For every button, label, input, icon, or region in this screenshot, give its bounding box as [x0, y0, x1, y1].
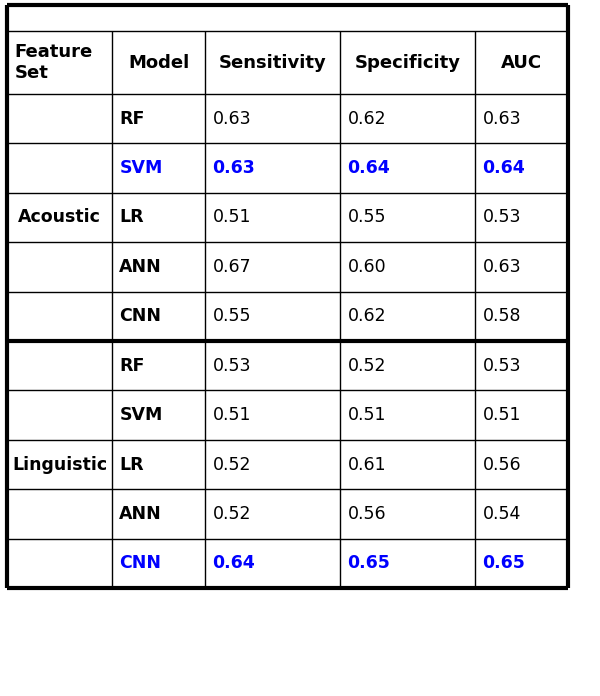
Text: 0.65: 0.65 — [482, 555, 525, 572]
Text: 0.53: 0.53 — [482, 209, 521, 226]
Text: Acoustic: Acoustic — [18, 209, 101, 226]
Text: 0.62: 0.62 — [347, 308, 386, 325]
Text: 0.63: 0.63 — [482, 258, 521, 276]
Text: 0.55: 0.55 — [212, 308, 251, 325]
Text: 0.54: 0.54 — [482, 505, 521, 523]
Text: 0.56: 0.56 — [347, 505, 386, 523]
Text: 0.67: 0.67 — [212, 258, 251, 276]
Text: 0.51: 0.51 — [347, 406, 386, 424]
Text: 0.51: 0.51 — [482, 406, 521, 424]
Text: AUC: AUC — [501, 54, 542, 72]
Text: 0.58: 0.58 — [482, 308, 521, 325]
Text: 0.62: 0.62 — [347, 110, 386, 127]
Text: Feature
Set: Feature Set — [14, 43, 92, 82]
Text: 0.64: 0.64 — [347, 159, 390, 177]
Text: 0.64: 0.64 — [212, 555, 255, 572]
Text: 0.65: 0.65 — [347, 555, 390, 572]
Text: 0.55: 0.55 — [347, 209, 386, 226]
Text: 0.53: 0.53 — [482, 357, 521, 374]
Text: ANN: ANN — [119, 258, 162, 276]
Text: 0.52: 0.52 — [212, 505, 251, 523]
Text: Sensitivity: Sensitivity — [219, 54, 326, 72]
Text: Linguistic: Linguistic — [12, 456, 107, 473]
Text: 0.63: 0.63 — [482, 110, 521, 127]
Text: SVM: SVM — [119, 406, 163, 424]
Text: Model: Model — [128, 54, 190, 72]
Text: CNN: CNN — [119, 555, 161, 572]
Text: ANN: ANN — [119, 505, 162, 523]
Text: RF: RF — [119, 357, 145, 374]
Text: CNN: CNN — [119, 308, 161, 325]
Text: 0.52: 0.52 — [347, 357, 386, 374]
Text: 0.51: 0.51 — [212, 406, 251, 424]
Text: 0.52: 0.52 — [212, 456, 251, 473]
Text: SVM: SVM — [119, 159, 163, 177]
Text: 0.51: 0.51 — [212, 209, 251, 226]
Text: 0.61: 0.61 — [347, 456, 386, 473]
Text: 0.56: 0.56 — [482, 456, 521, 473]
Text: 0.60: 0.60 — [347, 258, 386, 276]
Text: Specificity: Specificity — [355, 54, 461, 72]
Text: LR: LR — [119, 209, 144, 226]
Text: RF: RF — [119, 110, 145, 127]
Text: 0.64: 0.64 — [482, 159, 525, 177]
Text: 0.63: 0.63 — [212, 110, 251, 127]
Text: 0.53: 0.53 — [212, 357, 251, 374]
Text: 0.63: 0.63 — [212, 159, 255, 177]
Text: LR: LR — [119, 456, 144, 473]
